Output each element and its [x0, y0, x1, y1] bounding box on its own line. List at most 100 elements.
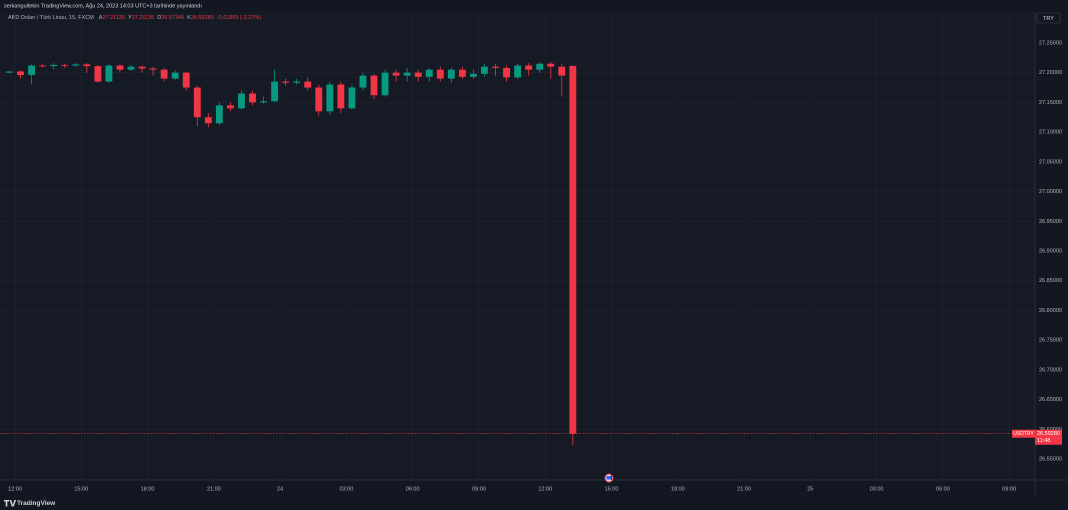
x-tick-label: 25 [807, 486, 813, 492]
x-tick-label: 06:00 [406, 486, 420, 492]
candle [458, 66, 466, 79]
candle-body [315, 87, 323, 112]
symbol-tag-text: USDTRY [1013, 431, 1034, 437]
candle [492, 63, 499, 76]
candle-body [359, 75, 367, 88]
candle [215, 102, 223, 125]
y-tick-label: 26.70000 [1039, 367, 1062, 373]
event-flag[interactable] [604, 473, 614, 483]
legend-value: 27.21135 [102, 15, 125, 21]
candle-body [204, 117, 212, 124]
candle [282, 78, 290, 86]
candle-body [481, 66, 488, 74]
candle [503, 65, 510, 82]
candle [403, 67, 411, 82]
currency-box[interactable] [1036, 12, 1061, 24]
candle [514, 63, 522, 79]
x-tick-label: 21:00 [207, 486, 221, 492]
currency[interactable]: TRY [1043, 16, 1054, 22]
candle [348, 84, 356, 110]
candle-body [436, 69, 444, 79]
candle-body [492, 66, 499, 68]
y-tick-label: 26.65000 [1039, 397, 1062, 403]
candle [50, 63, 58, 70]
candle [105, 64, 113, 83]
candle-body [503, 67, 510, 78]
candle [326, 81, 334, 115]
candle-body [381, 72, 389, 96]
candle-body [105, 65, 113, 82]
candle [17, 70, 24, 79]
candle [127, 64, 135, 71]
candle-body [326, 84, 334, 112]
candle-body [304, 81, 312, 88]
candle [238, 90, 245, 110]
candle-body [348, 87, 356, 109]
candle [392, 69, 400, 82]
candle-body [447, 69, 455, 79]
candle-body [260, 101, 267, 103]
candle [447, 67, 455, 83]
candle [337, 81, 345, 114]
legend-value: 26.57340 [161, 15, 184, 21]
legend-key: Y [128, 15, 132, 21]
y-tick-label: 27.10000 [1039, 130, 1062, 136]
candle-body [470, 73, 477, 77]
candle-body [249, 93, 256, 103]
candle-body [569, 65, 577, 434]
y-tick-label: 27.20000 [1039, 70, 1062, 76]
candle-body [61, 64, 69, 66]
candle-body [525, 65, 533, 70]
candle [160, 67, 168, 82]
candle-body [370, 75, 378, 96]
candle-body [558, 66, 566, 76]
candle [381, 69, 389, 97]
brand: TradingView [4, 500, 56, 507]
candle-body [337, 84, 345, 109]
candle [481, 63, 488, 77]
x-tick-label: 12:00 [538, 486, 552, 492]
candle-body [215, 105, 223, 124]
legend-value: 26.59280 [191, 15, 214, 21]
symbol-tag [1012, 429, 1035, 438]
candle-body [28, 65, 36, 76]
candle-body [414, 72, 422, 77]
candle [249, 90, 256, 106]
candle-body [171, 72, 179, 79]
candle-body [536, 63, 544, 70]
candle-body [271, 81, 279, 102]
candle-body [138, 66, 146, 69]
candle [436, 66, 444, 82]
candle [304, 77, 312, 91]
candle-body [193, 87, 201, 118]
candle [547, 61, 555, 79]
grid [0, 12, 1035, 480]
y-tick-label: 26.95000 [1039, 219, 1062, 225]
candle [359, 72, 367, 91]
candle [28, 64, 36, 85]
candle-body [293, 81, 301, 83]
x-tick-label: 06:00 [936, 486, 950, 492]
candle-body [238, 93, 245, 109]
x-tick-label: 03:00 [870, 486, 884, 492]
candle [72, 63, 80, 67]
candle-body [547, 63, 555, 67]
brand-name: TradingView [17, 500, 56, 507]
candle [6, 70, 13, 74]
y-tick-label: 26.75000 [1039, 338, 1062, 344]
candle [193, 85, 201, 127]
candle-body [425, 69, 433, 77]
y-tick-label: 27.05000 [1039, 159, 1062, 165]
candle [569, 65, 577, 446]
x-tick-label: 18:00 [141, 486, 155, 492]
candle [536, 61, 544, 73]
symbol-legend: ABD Doları / Türk Lirası, 15, FXCM A27.21… [8, 15, 261, 21]
candle [61, 63, 69, 68]
candle [204, 113, 212, 128]
candle [525, 63, 533, 76]
candle-body [458, 69, 466, 77]
x-tick-label: 21:00 [737, 486, 751, 492]
candle [116, 64, 124, 73]
candle [83, 63, 91, 73]
candle [293, 78, 301, 85]
